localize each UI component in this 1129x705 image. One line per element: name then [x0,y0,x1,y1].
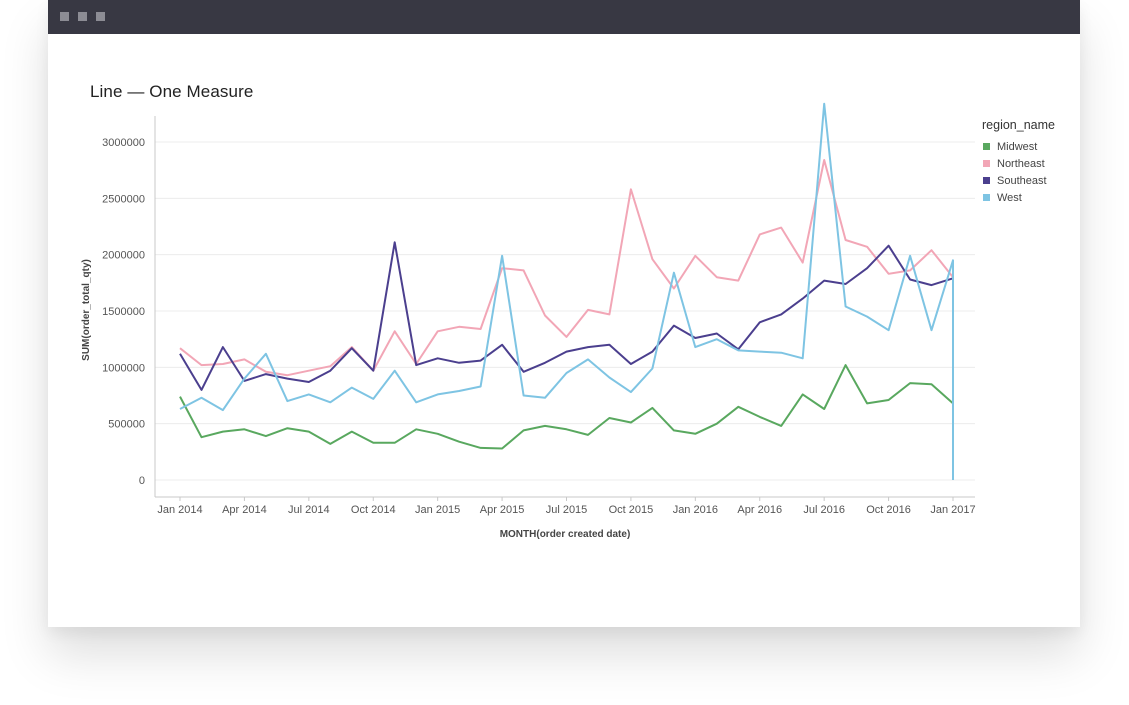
y-tick-label: 1500000 [102,306,145,318]
legend-title: region_name [982,118,1055,132]
grid-lines [155,141,975,481]
window-titlebar [48,0,1080,34]
legend-label[interactable]: Southeast [997,175,1047,187]
series-line-midwest[interactable] [179,364,954,450]
y-tick-label: 2500000 [102,193,145,205]
series-lines [179,102,954,480]
x-tick-label: Apr 2016 [737,504,782,516]
legend-swatch[interactable] [983,143,990,150]
x-tick-label: Jul 2016 [803,504,845,516]
x-tick-label: Jul 2014 [288,504,330,516]
x-tick-label: Oct 2016 [866,504,911,516]
window-control-dot[interactable] [60,12,69,21]
y-tick-label: 500000 [108,419,145,431]
x-tick-label: Jul 2015 [546,504,588,516]
line-chart: 0 500000 1000000 1500000 2000000 2500000 30000… [81,102,1055,540]
x-tick-label: Jan 2014 [157,504,202,516]
window-control-dot[interactable] [96,12,105,21]
x-axis-title: MONTH(order created date) [500,529,631,540]
x-tick-label: Jan 2015 [415,504,460,516]
chart-window: Line — One Measure 0 500000 1000000 1500000… [48,0,1080,627]
y-axis-title: SUM(order_total_qty) [81,259,92,361]
legend-swatch[interactable] [983,160,990,167]
x-tick-label: Apr 2015 [480,504,525,516]
x-tick-label: Apr 2014 [222,504,267,516]
y-tick-label: 0 [139,475,145,487]
legend-label[interactable]: Midwest [997,141,1037,153]
y-tick-label: 3000000 [102,137,145,149]
y-tick-label: 2000000 [102,250,145,262]
legend-swatch[interactable] [983,177,990,184]
x-tick-label: Oct 2014 [351,504,396,516]
y-tick-label: 1000000 [102,362,145,374]
axes [154,116,975,501]
x-tick-label: Jan 2016 [673,504,718,516]
x-tick-label: Oct 2015 [609,504,654,516]
legend-label[interactable]: Northeast [997,158,1045,170]
legend: region_name Midwest Northeast Southeast West [982,118,1055,204]
legend-swatch[interactable] [983,194,990,201]
series-line-west[interactable] [179,102,954,480]
window-control-dot[interactable] [78,12,87,21]
axis-labels: 0 500000 1000000 1500000 2000000 2500000 30000… [81,137,976,540]
legend-label[interactable]: West [997,192,1022,204]
x-tick-label: Jan 2017 [930,504,975,516]
series-line-southeast[interactable] [179,241,954,471]
series-line-northeast[interactable] [179,159,954,377]
chart-title: Line — One Measure [90,82,254,101]
